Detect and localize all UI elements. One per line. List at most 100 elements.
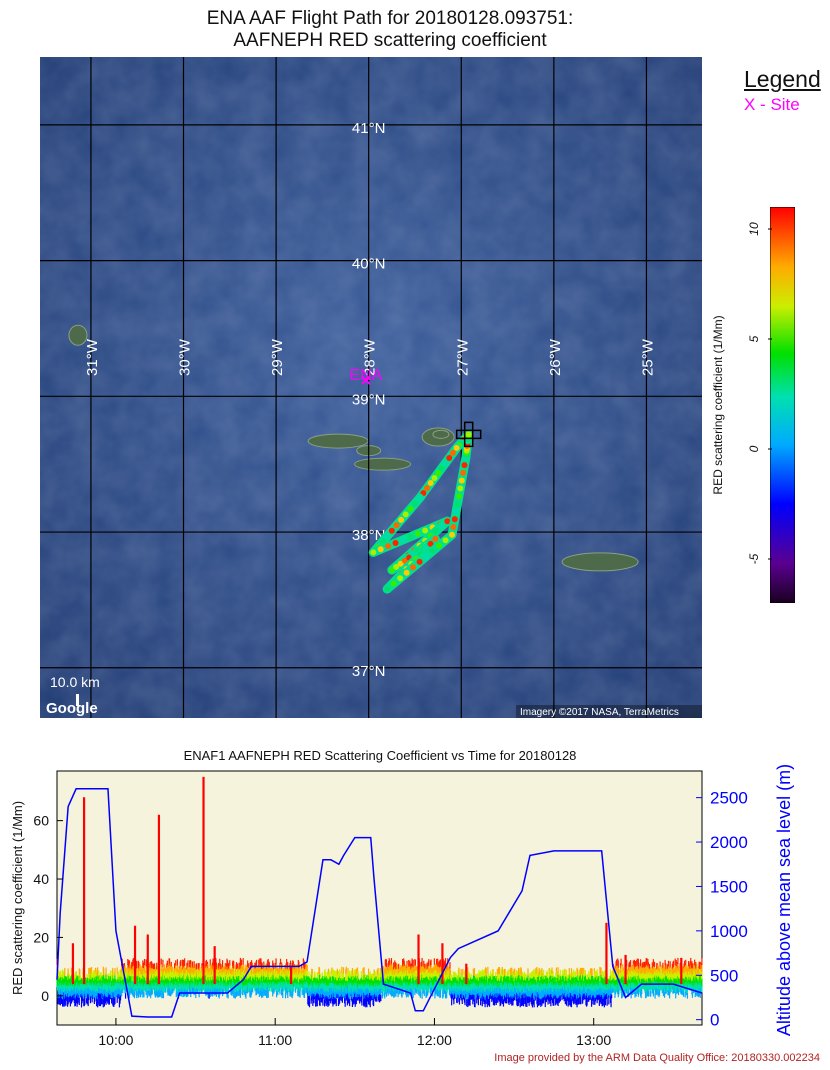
- track-sample: [401, 557, 408, 564]
- longitude-label: 26°W: [547, 338, 564, 376]
- figure-title-line-1: ENA AAF Flight Path for 20180128.093751:: [206, 8, 574, 29]
- track-sample: [423, 553, 430, 560]
- track-sample: [449, 449, 456, 456]
- track-sample: [435, 470, 442, 477]
- island: [68, 324, 88, 346]
- site-x-marker: [361, 375, 371, 385]
- track-sample: [407, 533, 414, 540]
- track-sample: [384, 586, 391, 593]
- track-sample: [422, 527, 429, 534]
- track-sample: [465, 431, 472, 438]
- track-sample: [460, 469, 467, 476]
- scattering-samples: [56, 957, 703, 1008]
- longitude-label: 31°W: [84, 338, 101, 376]
- track-sample: [449, 531, 456, 538]
- track-sample: [433, 527, 440, 534]
- legend-title: Legend: [744, 66, 821, 92]
- track-sample: [431, 475, 438, 482]
- track-sample: [416, 495, 423, 502]
- google-logo: Google: [46, 700, 98, 717]
- colorbar-tick-label: 5: [747, 335, 761, 342]
- latitude-label: 37°N: [352, 663, 386, 680]
- longitude-label: 28°W: [362, 338, 379, 376]
- longitude-label: 25°W: [639, 338, 656, 376]
- track-sample: [399, 536, 406, 543]
- island: [432, 429, 450, 439]
- scale-label: 10.0 km: [50, 674, 100, 690]
- colorbar-gradient: [770, 207, 795, 603]
- track-sample: [453, 508, 460, 515]
- latitude-label: 39°N: [352, 391, 386, 408]
- scale-bar: [76, 694, 79, 706]
- colorbar: [770, 207, 795, 603]
- track-sample: [457, 485, 464, 492]
- island: [354, 457, 412, 471]
- flight-track: [368, 429, 474, 594]
- latitude-label: 41°N: [352, 120, 386, 137]
- track-sample: [388, 567, 395, 574]
- island: [561, 552, 639, 572]
- graticule: [40, 57, 702, 718]
- site-label: ENA: [349, 367, 382, 384]
- track-sample: [392, 540, 399, 547]
- track-sample: [451, 516, 458, 523]
- track-sample: [402, 511, 409, 518]
- flight-path-map[interactable]: 31°W 30°W 29°W 28°W 27°W 26°W 25°W 41°N 40°N 39°N…: [40, 57, 702, 718]
- track-sample: [403, 569, 410, 576]
- longitude-label: 27°W: [454, 338, 471, 376]
- map-canvas: 31°W 30°W 29°W 28°W 27°W 26°W 25°W 41°N 40°N 39°N…: [40, 57, 702, 718]
- latitude-label: 38°N: [352, 527, 386, 544]
- track-sample: [390, 580, 397, 587]
- track-sample: [444, 518, 451, 525]
- track-sample: [454, 500, 461, 507]
- track-sample: [438, 464, 445, 471]
- colorbar-label: RED scattering coefficient (1/Mm): [711, 315, 725, 495]
- site-marker: ENA: [349, 367, 482, 448]
- island: [307, 433, 369, 449]
- track-sample: [427, 480, 434, 487]
- track-sample: [442, 459, 449, 466]
- track-sample: [438, 523, 445, 530]
- track-sample: [442, 537, 449, 544]
- track-sample: [432, 535, 439, 542]
- longitude-label: 30°W: [177, 338, 194, 376]
- track-sample: [424, 485, 431, 492]
- track-sample: [388, 527, 395, 534]
- attribution-background: [516, 705, 702, 718]
- track-sample: [385, 543, 392, 550]
- track-sample: [455, 493, 462, 500]
- track-sample: [393, 522, 400, 529]
- track-sample: [427, 540, 434, 547]
- latitude-label: 40°N: [352, 256, 386, 273]
- track-sample: [370, 549, 377, 556]
- track-sample: [446, 454, 453, 461]
- track-sample: [450, 524, 457, 531]
- track-sample: [458, 477, 465, 484]
- track-sample: [398, 516, 405, 523]
- track-sample: [397, 560, 404, 567]
- track-sample: [416, 558, 423, 565]
- track-sample: [411, 500, 418, 507]
- track-sample: [407, 505, 414, 512]
- graticule-labels: 31°W 30°W 29°W 28°W 27°W 26°W 25°W 41°N 40°N 39°N…: [84, 120, 657, 680]
- track-sample: [461, 462, 468, 469]
- chart-title: ENAF1 AAFNEPH RED Scattering Coefficient…: [183, 748, 577, 763]
- track-sample: [393, 563, 400, 570]
- track-sample: [436, 542, 443, 549]
- track-sample: [414, 530, 421, 537]
- figure-title-line-2: AAFNEPH RED scattering coefficient: [233, 30, 547, 51]
- track-sample: [453, 444, 460, 451]
- colorbar-ticks: 10 5 0 -5: [747, 222, 772, 564]
- track-sample: [377, 546, 384, 553]
- colorbar-tick-label: 0: [747, 445, 761, 452]
- ocean-texture: [40, 57, 702, 718]
- colorbar-tick-label: -5: [747, 553, 761, 564]
- track-sample: [429, 548, 436, 555]
- airport-marker: [455, 421, 482, 448]
- track-sample: [397, 575, 404, 582]
- colorbar-tick-label: 10: [747, 222, 761, 236]
- legend-site-entry: X - Site: [744, 95, 800, 114]
- track-sample: [384, 533, 391, 540]
- longitude-label: 29°W: [269, 338, 286, 376]
